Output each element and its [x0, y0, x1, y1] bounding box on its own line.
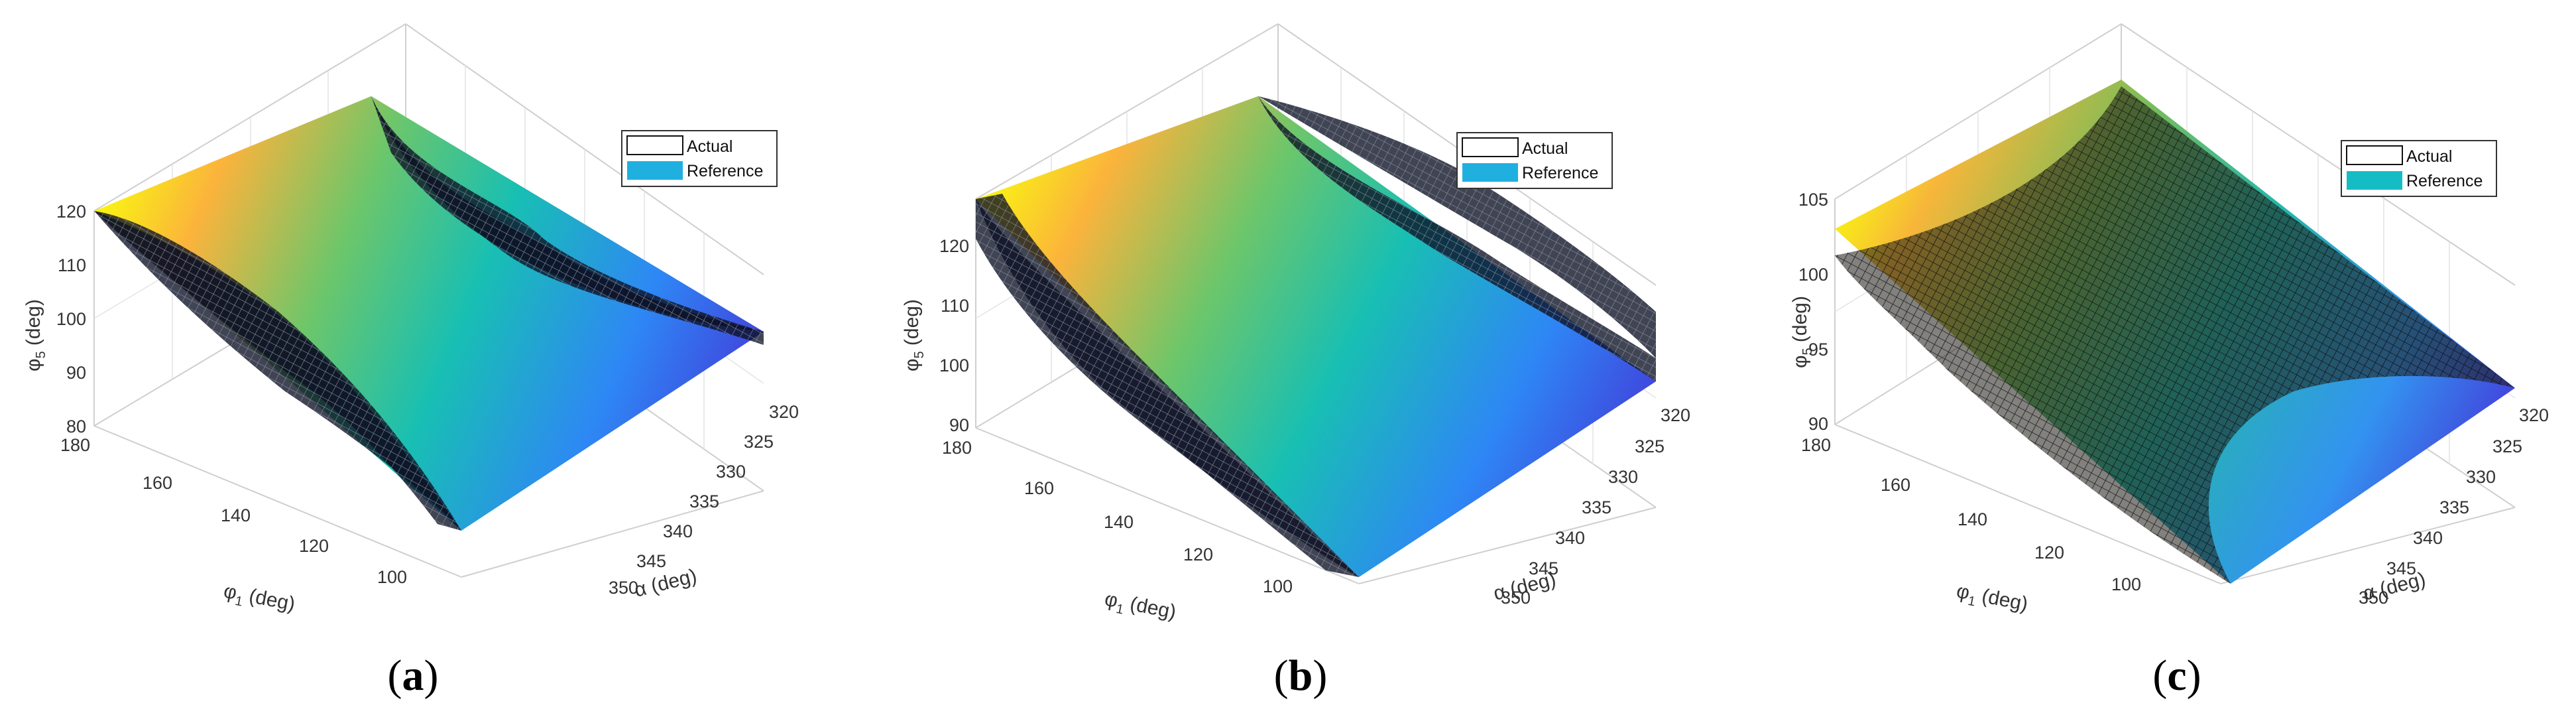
tick-label: 340	[663, 521, 693, 541]
y-axis-ticks: 180 160 140 120 100	[60, 435, 407, 587]
tick-label: 350	[609, 578, 638, 598]
legend-reference-label: Reference	[2406, 172, 2483, 190]
z-axis-ticks: 105 100 95 90	[1798, 190, 1828, 434]
y-axis-label: φ1 (deg)	[1954, 580, 2030, 619]
legend-reference-label: Reference	[1522, 164, 1598, 182]
legend: Actual Reference	[621, 130, 778, 187]
tick-label: 320	[769, 402, 799, 422]
legend-actual-label: Actual	[2406, 147, 2452, 166]
tick-label: 90	[1808, 414, 1828, 434]
x-axis-ticks: 320 325 330 335 340 345 350	[2359, 405, 2549, 608]
tick-label: 180	[1801, 435, 1831, 455]
tick-label: 350	[2359, 588, 2388, 608]
tick-label: 325	[1635, 436, 1665, 456]
tick-label: 345	[1529, 559, 1558, 578]
tick-label: 345	[636, 551, 666, 571]
reference-surface	[94, 96, 764, 531]
tick-label: 110	[58, 255, 86, 275]
tick-label: 140	[1104, 512, 1134, 532]
legend-reference-swatch	[1462, 163, 1518, 182]
tick-label: 100	[939, 356, 969, 375]
legend: Actual Reference	[2341, 140, 2497, 197]
tick-label: 105	[1798, 190, 1828, 210]
tick-label: 140	[1958, 509, 1987, 529]
tick-label: 100	[377, 567, 407, 587]
panel-a: 120 110 100 90 80 φ5 (deg) 180 160 140 1…	[23, 23, 799, 700]
tick-label: 120	[1183, 545, 1213, 564]
legend-reference-label: Reference	[687, 162, 763, 180]
tick-label: 335	[689, 492, 719, 511]
z-axis-label: φ5 (deg)	[23, 299, 48, 371]
tick-label: 100	[56, 309, 86, 329]
tick-label: 340	[1555, 528, 1585, 548]
y-axis-ticks: 180 160 140 120 100	[942, 438, 1293, 596]
x-axis-ticks: 320 325 330 335 340 345 350	[1501, 405, 1690, 608]
tick-label: 80	[66, 417, 86, 436]
y-axis-ticks: 180 160 140 120 100	[1801, 435, 2141, 594]
y-axis-label: φ1 (deg)	[1102, 588, 1178, 627]
panel-c: 105 100 95 90 φ5 (deg) 180 160 140 120 1…	[1789, 23, 2549, 700]
tick-label: 120	[2034, 543, 2064, 562]
actual-mesh	[1835, 86, 2515, 584]
tick-label: 95	[1808, 340, 1828, 360]
reference-surface	[976, 96, 1656, 577]
tick-label: 320	[2519, 405, 2549, 425]
tick-label: 160	[1881, 475, 1910, 495]
z-axis-ticks: 120 110 100 90 80	[56, 202, 86, 436]
tick-label: 180	[60, 435, 90, 455]
legend: Actual Reference	[1456, 132, 1613, 189]
tick-label: 330	[1608, 467, 1638, 487]
z-axis-label: φ5 (deg)	[1789, 296, 1815, 368]
tick-label: 340	[2413, 528, 2443, 548]
legend-actual-swatch	[2346, 145, 2403, 165]
legend-actual-label: Actual	[687, 137, 732, 156]
panel-label: (a)	[388, 651, 439, 700]
tick-label: 330	[716, 462, 746, 482]
y-axis-label: φ1 (deg)	[221, 580, 297, 619]
panel-label: (b)	[1274, 651, 1328, 700]
tick-label: 350	[1501, 588, 1531, 608]
z-axis-label: φ5 (deg)	[901, 299, 927, 371]
tick-label: 180	[942, 438, 972, 458]
tick-label: 120	[299, 536, 329, 556]
tick-label: 140	[221, 505, 251, 525]
tick-label: 120	[56, 202, 86, 222]
z-axis-ticks: 120 110 100 90	[939, 236, 969, 435]
tick-label: 335	[1582, 497, 1611, 517]
tick-label: 100	[1263, 576, 1293, 596]
tick-label: 110	[941, 296, 969, 316]
x-axis-ticks: 320 325 330 335 340 345 350	[609, 402, 799, 598]
tick-label: 160	[1024, 478, 1054, 498]
panel-label: (c)	[2152, 651, 2201, 700]
tick-label: 120	[939, 236, 969, 256]
legend-actual-swatch	[1462, 137, 1519, 157]
actual-mesh	[94, 96, 764, 531]
tick-label: 100	[2111, 574, 2141, 594]
tick-label: 335	[2439, 497, 2469, 517]
tick-label: 325	[744, 432, 774, 452]
tick-label: 90	[949, 415, 969, 435]
legend-reference-swatch	[2347, 171, 2402, 190]
tick-label: 325	[2492, 436, 2522, 456]
tick-label: 90	[66, 363, 86, 383]
tick-label: 345	[2386, 559, 2416, 578]
legend-actual-label: Actual	[1522, 139, 1568, 158]
panel-b: 120 110 100 90 φ5 (deg) 180 160 140 120 …	[901, 23, 1690, 700]
tick-label: 100	[1798, 265, 1828, 285]
tick-label: 330	[2466, 467, 2496, 487]
actual-mesh	[976, 96, 1656, 577]
tick-label: 320	[1661, 405, 1690, 425]
legend-actual-swatch	[626, 135, 683, 155]
legend-reference-swatch	[627, 161, 683, 180]
tick-label: 160	[143, 473, 172, 493]
